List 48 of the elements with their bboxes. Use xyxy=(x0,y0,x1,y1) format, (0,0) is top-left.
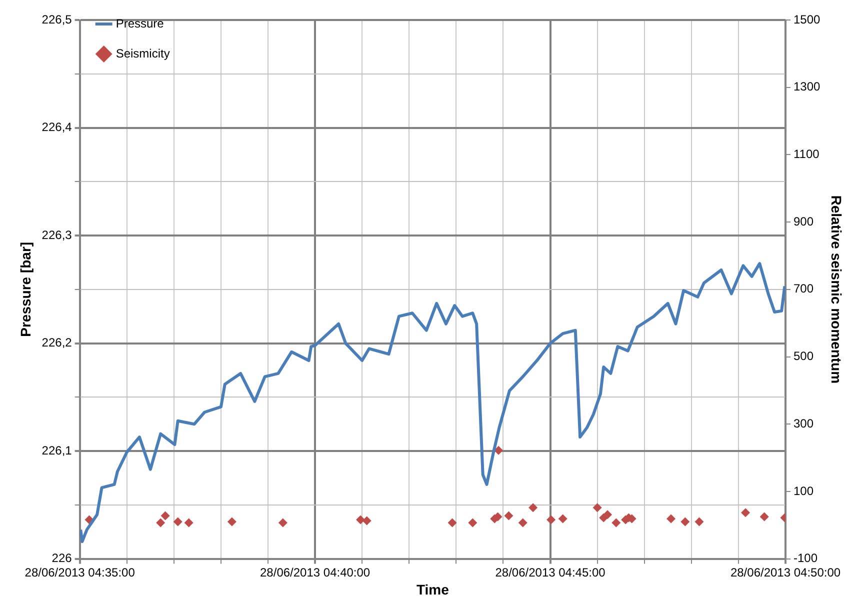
point xyxy=(694,517,704,526)
point xyxy=(741,508,750,518)
y-tick-label: 226,3 xyxy=(42,228,72,242)
point xyxy=(680,517,690,526)
y2-tick-label: 100 xyxy=(794,484,814,498)
y2-axis-title: Relative seismic momentum xyxy=(828,195,845,384)
y-tick-label: 226,1 xyxy=(42,443,72,458)
y2-tick-label: 900 xyxy=(794,214,814,228)
y-axis-title: Pressure [bar] xyxy=(17,242,34,337)
legend-label: Pressure xyxy=(116,16,164,30)
y-tick-label: 226 xyxy=(52,551,72,566)
y-tick-label: 226,5 xyxy=(42,12,72,26)
point xyxy=(558,514,568,524)
point xyxy=(528,503,538,512)
point xyxy=(184,518,194,528)
y2-tick-label: -100 xyxy=(794,551,818,566)
point xyxy=(504,511,514,520)
y2-tick-label: 700 xyxy=(794,282,814,296)
point xyxy=(448,518,457,528)
point xyxy=(760,512,769,522)
point xyxy=(666,514,676,524)
point xyxy=(592,503,602,512)
point xyxy=(227,517,236,526)
point xyxy=(518,518,528,528)
point xyxy=(362,516,372,526)
point xyxy=(173,517,182,526)
point xyxy=(468,518,478,528)
point xyxy=(160,511,170,520)
y2-tick-label: 1100 xyxy=(794,147,820,162)
y-tick-label: 226,2 xyxy=(42,336,72,350)
point xyxy=(356,515,366,524)
x-tick-label: 28/06/2013 04:35:00 xyxy=(24,565,136,580)
x-tick-label: 28/06/2013 04:40:00 xyxy=(260,565,370,580)
point xyxy=(603,510,612,520)
point xyxy=(612,518,621,528)
point xyxy=(156,518,166,528)
x-axis-title: Time xyxy=(416,581,450,598)
y-tick-label: 226,4 xyxy=(42,120,72,134)
x-tick-label: 28/06/2013 04:45:00 xyxy=(495,565,606,580)
y2-tick-label: 500 xyxy=(794,349,814,364)
point xyxy=(546,515,556,524)
point xyxy=(494,446,504,455)
y2-tick-label: 1300 xyxy=(794,80,821,94)
y2-tick-label: 300 xyxy=(794,416,814,430)
x-tick-label: 28/06/2013 04:50:00 xyxy=(730,565,841,580)
legend-label: Seismicity xyxy=(116,46,170,60)
point xyxy=(278,518,288,528)
y2-tick-label: 1500 xyxy=(794,12,821,26)
